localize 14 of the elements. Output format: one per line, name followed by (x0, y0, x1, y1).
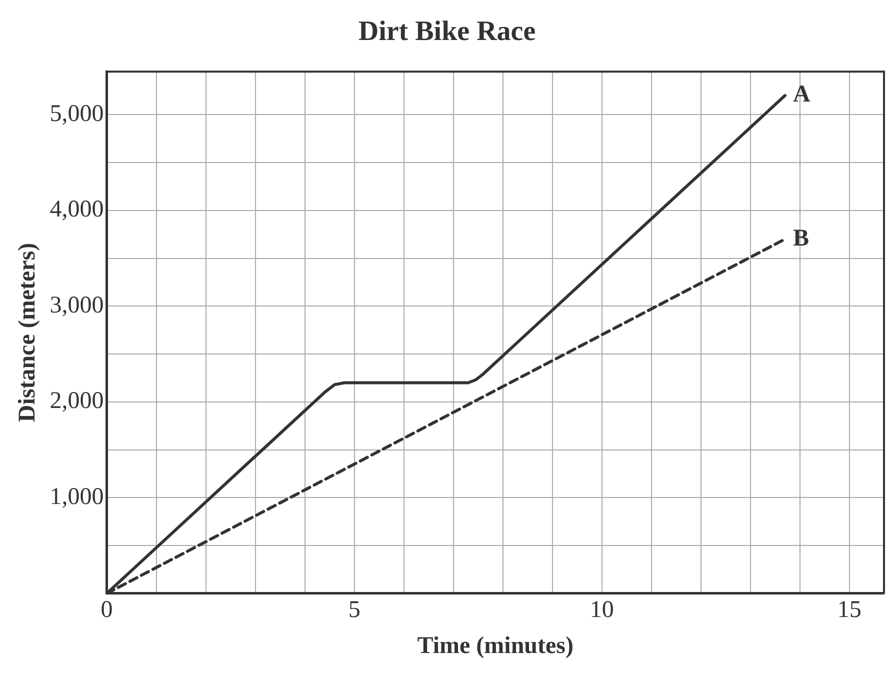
y-tick-label: 3,000 (50, 292, 104, 318)
x-axis-title: Time (minutes) (417, 632, 574, 659)
y-axis-title: Distance (meters) (14, 242, 41, 422)
chart-title: Dirt Bike Race (358, 16, 536, 48)
x-tick-label: 10 (590, 597, 614, 624)
x-tick-label: 15 (837, 597, 862, 624)
y-tick-label: 5,000 (50, 100, 104, 127)
annotation: B (792, 225, 810, 252)
y-tick-label: 4,000 (50, 196, 104, 223)
x-tick-label: 0 (100, 597, 113, 624)
y-tick-label: 1,000 (50, 484, 104, 510)
annotation: A (792, 82, 811, 108)
x-tick-label: 5 (348, 597, 360, 624)
y-tick-label: 2,000 (50, 388, 104, 414)
